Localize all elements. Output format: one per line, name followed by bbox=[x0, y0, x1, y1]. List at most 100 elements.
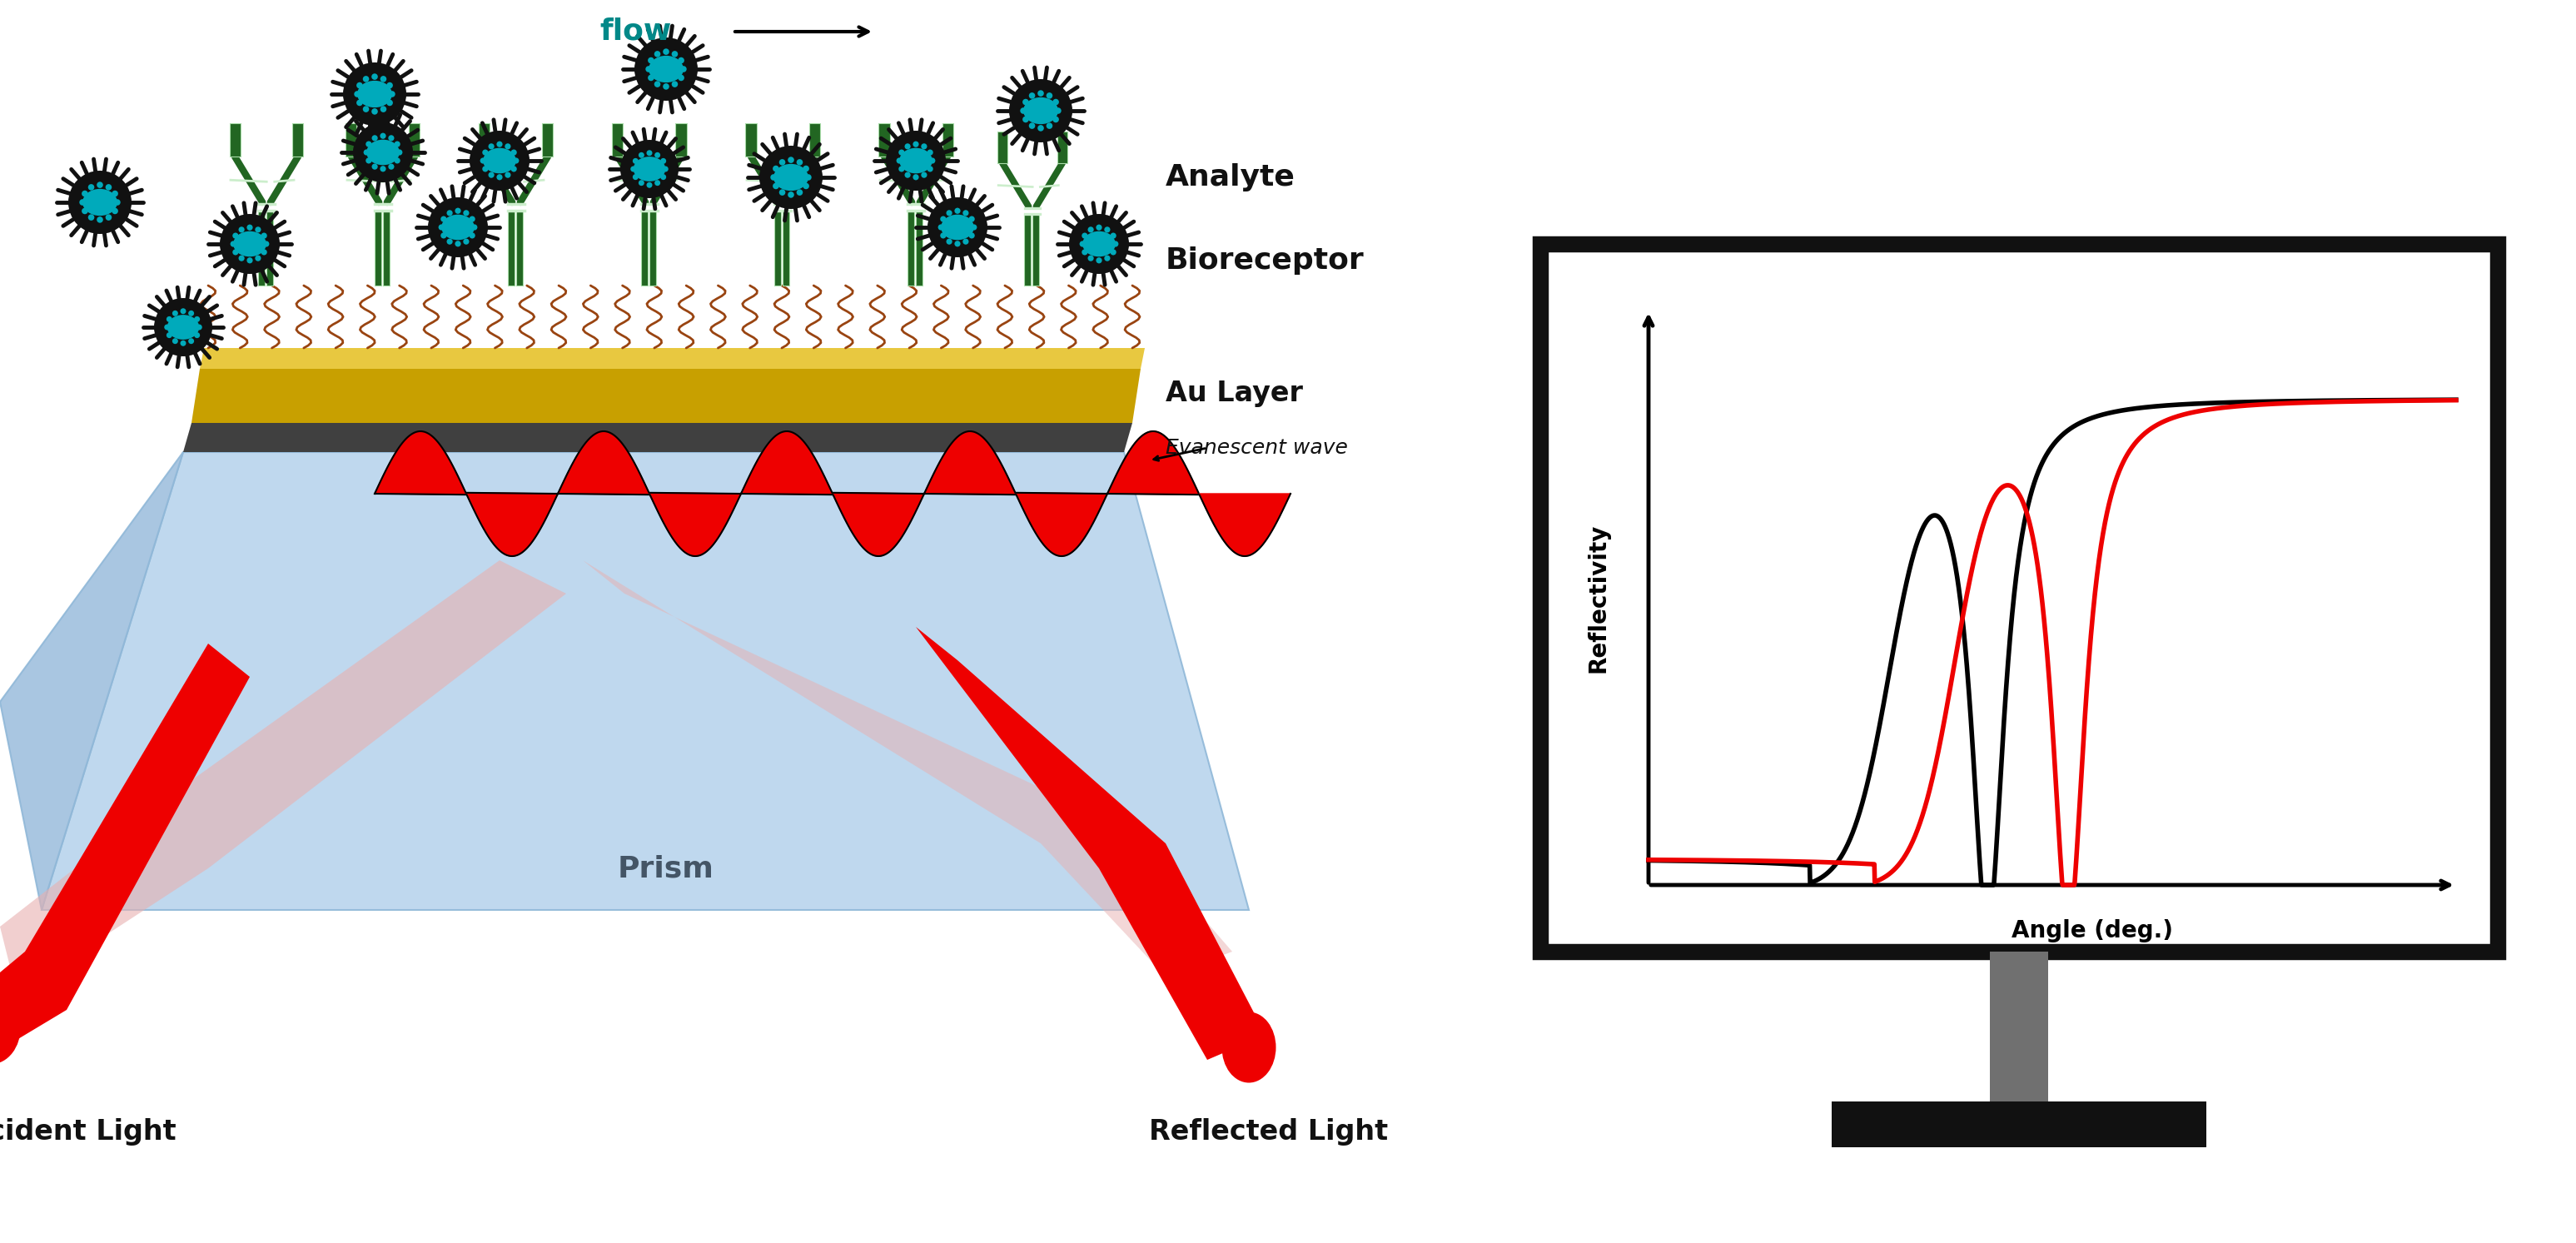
Circle shape bbox=[353, 91, 361, 97]
Circle shape bbox=[639, 180, 644, 185]
Circle shape bbox=[381, 106, 386, 112]
Circle shape bbox=[639, 152, 644, 158]
Circle shape bbox=[896, 158, 902, 164]
Circle shape bbox=[482, 165, 489, 172]
Circle shape bbox=[469, 216, 474, 222]
Circle shape bbox=[1110, 232, 1115, 239]
Circle shape bbox=[654, 51, 659, 57]
Circle shape bbox=[886, 131, 945, 190]
FancyBboxPatch shape bbox=[384, 210, 389, 286]
FancyBboxPatch shape bbox=[775, 210, 781, 286]
Polygon shape bbox=[559, 431, 742, 493]
Circle shape bbox=[1028, 92, 1036, 99]
Text: Bioreceptor: Bioreceptor bbox=[1164, 246, 1365, 275]
Ellipse shape bbox=[234, 231, 265, 256]
FancyBboxPatch shape bbox=[1033, 214, 1038, 286]
Circle shape bbox=[778, 189, 786, 195]
Ellipse shape bbox=[1221, 1012, 1275, 1083]
Polygon shape bbox=[917, 626, 1265, 1060]
Circle shape bbox=[229, 241, 237, 247]
Circle shape bbox=[647, 183, 652, 188]
Circle shape bbox=[1105, 255, 1110, 261]
Circle shape bbox=[173, 338, 178, 344]
Circle shape bbox=[263, 241, 270, 247]
Circle shape bbox=[647, 75, 654, 81]
Ellipse shape bbox=[366, 139, 399, 165]
Circle shape bbox=[196, 324, 201, 331]
Polygon shape bbox=[742, 431, 925, 493]
Polygon shape bbox=[1108, 431, 1198, 493]
Circle shape bbox=[1020, 108, 1025, 114]
FancyBboxPatch shape bbox=[374, 210, 381, 286]
Circle shape bbox=[106, 214, 111, 220]
Circle shape bbox=[510, 149, 518, 155]
Polygon shape bbox=[191, 369, 1141, 423]
Circle shape bbox=[796, 189, 804, 195]
Ellipse shape bbox=[649, 56, 683, 82]
FancyBboxPatch shape bbox=[1025, 214, 1030, 286]
Circle shape bbox=[904, 172, 909, 178]
Circle shape bbox=[438, 224, 446, 230]
Circle shape bbox=[647, 150, 652, 155]
Text: Reflected Light: Reflected Light bbox=[1149, 1119, 1388, 1146]
Polygon shape bbox=[374, 493, 559, 556]
Circle shape bbox=[98, 181, 103, 188]
Circle shape bbox=[922, 172, 927, 178]
Circle shape bbox=[1087, 255, 1095, 261]
Circle shape bbox=[219, 214, 281, 273]
FancyBboxPatch shape bbox=[878, 123, 889, 157]
Circle shape bbox=[904, 143, 909, 149]
Ellipse shape bbox=[1082, 231, 1115, 256]
Circle shape bbox=[927, 149, 933, 155]
Text: Analyte: Analyte bbox=[1164, 163, 1296, 191]
Circle shape bbox=[82, 190, 88, 196]
Circle shape bbox=[1113, 241, 1118, 247]
Circle shape bbox=[662, 167, 667, 172]
Polygon shape bbox=[582, 561, 1231, 977]
Polygon shape bbox=[0, 644, 250, 1060]
Circle shape bbox=[440, 216, 446, 222]
Circle shape bbox=[938, 224, 943, 230]
Circle shape bbox=[386, 82, 394, 88]
Text: Evanescent wave: Evanescent wave bbox=[1164, 438, 1347, 457]
Circle shape bbox=[1095, 257, 1103, 264]
Circle shape bbox=[240, 255, 245, 261]
Polygon shape bbox=[374, 431, 559, 493]
Circle shape bbox=[363, 76, 368, 82]
Circle shape bbox=[1054, 99, 1059, 106]
Circle shape bbox=[180, 308, 185, 314]
Circle shape bbox=[167, 316, 173, 322]
Circle shape bbox=[88, 184, 95, 190]
Circle shape bbox=[232, 232, 240, 239]
Ellipse shape bbox=[82, 189, 118, 216]
Circle shape bbox=[672, 81, 677, 87]
Circle shape bbox=[232, 249, 240, 255]
Ellipse shape bbox=[634, 157, 665, 181]
Circle shape bbox=[98, 216, 103, 222]
Circle shape bbox=[940, 232, 945, 239]
Ellipse shape bbox=[358, 81, 392, 108]
Circle shape bbox=[930, 158, 935, 164]
Circle shape bbox=[366, 142, 371, 147]
Circle shape bbox=[188, 311, 193, 316]
Circle shape bbox=[677, 75, 685, 81]
Circle shape bbox=[363, 106, 368, 112]
Circle shape bbox=[469, 232, 474, 239]
Circle shape bbox=[167, 332, 173, 338]
FancyBboxPatch shape bbox=[917, 210, 922, 286]
Circle shape bbox=[371, 108, 379, 114]
Circle shape bbox=[940, 216, 945, 222]
Circle shape bbox=[647, 66, 652, 72]
Circle shape bbox=[1038, 91, 1043, 97]
Polygon shape bbox=[0, 452, 183, 910]
Circle shape bbox=[788, 157, 793, 163]
Text: flow: flow bbox=[600, 17, 672, 46]
Circle shape bbox=[113, 199, 121, 205]
FancyBboxPatch shape bbox=[410, 123, 420, 157]
Circle shape bbox=[343, 62, 407, 126]
Circle shape bbox=[471, 224, 477, 230]
Circle shape bbox=[647, 57, 654, 63]
Circle shape bbox=[394, 158, 399, 164]
Circle shape bbox=[106, 184, 111, 190]
Ellipse shape bbox=[440, 215, 474, 240]
